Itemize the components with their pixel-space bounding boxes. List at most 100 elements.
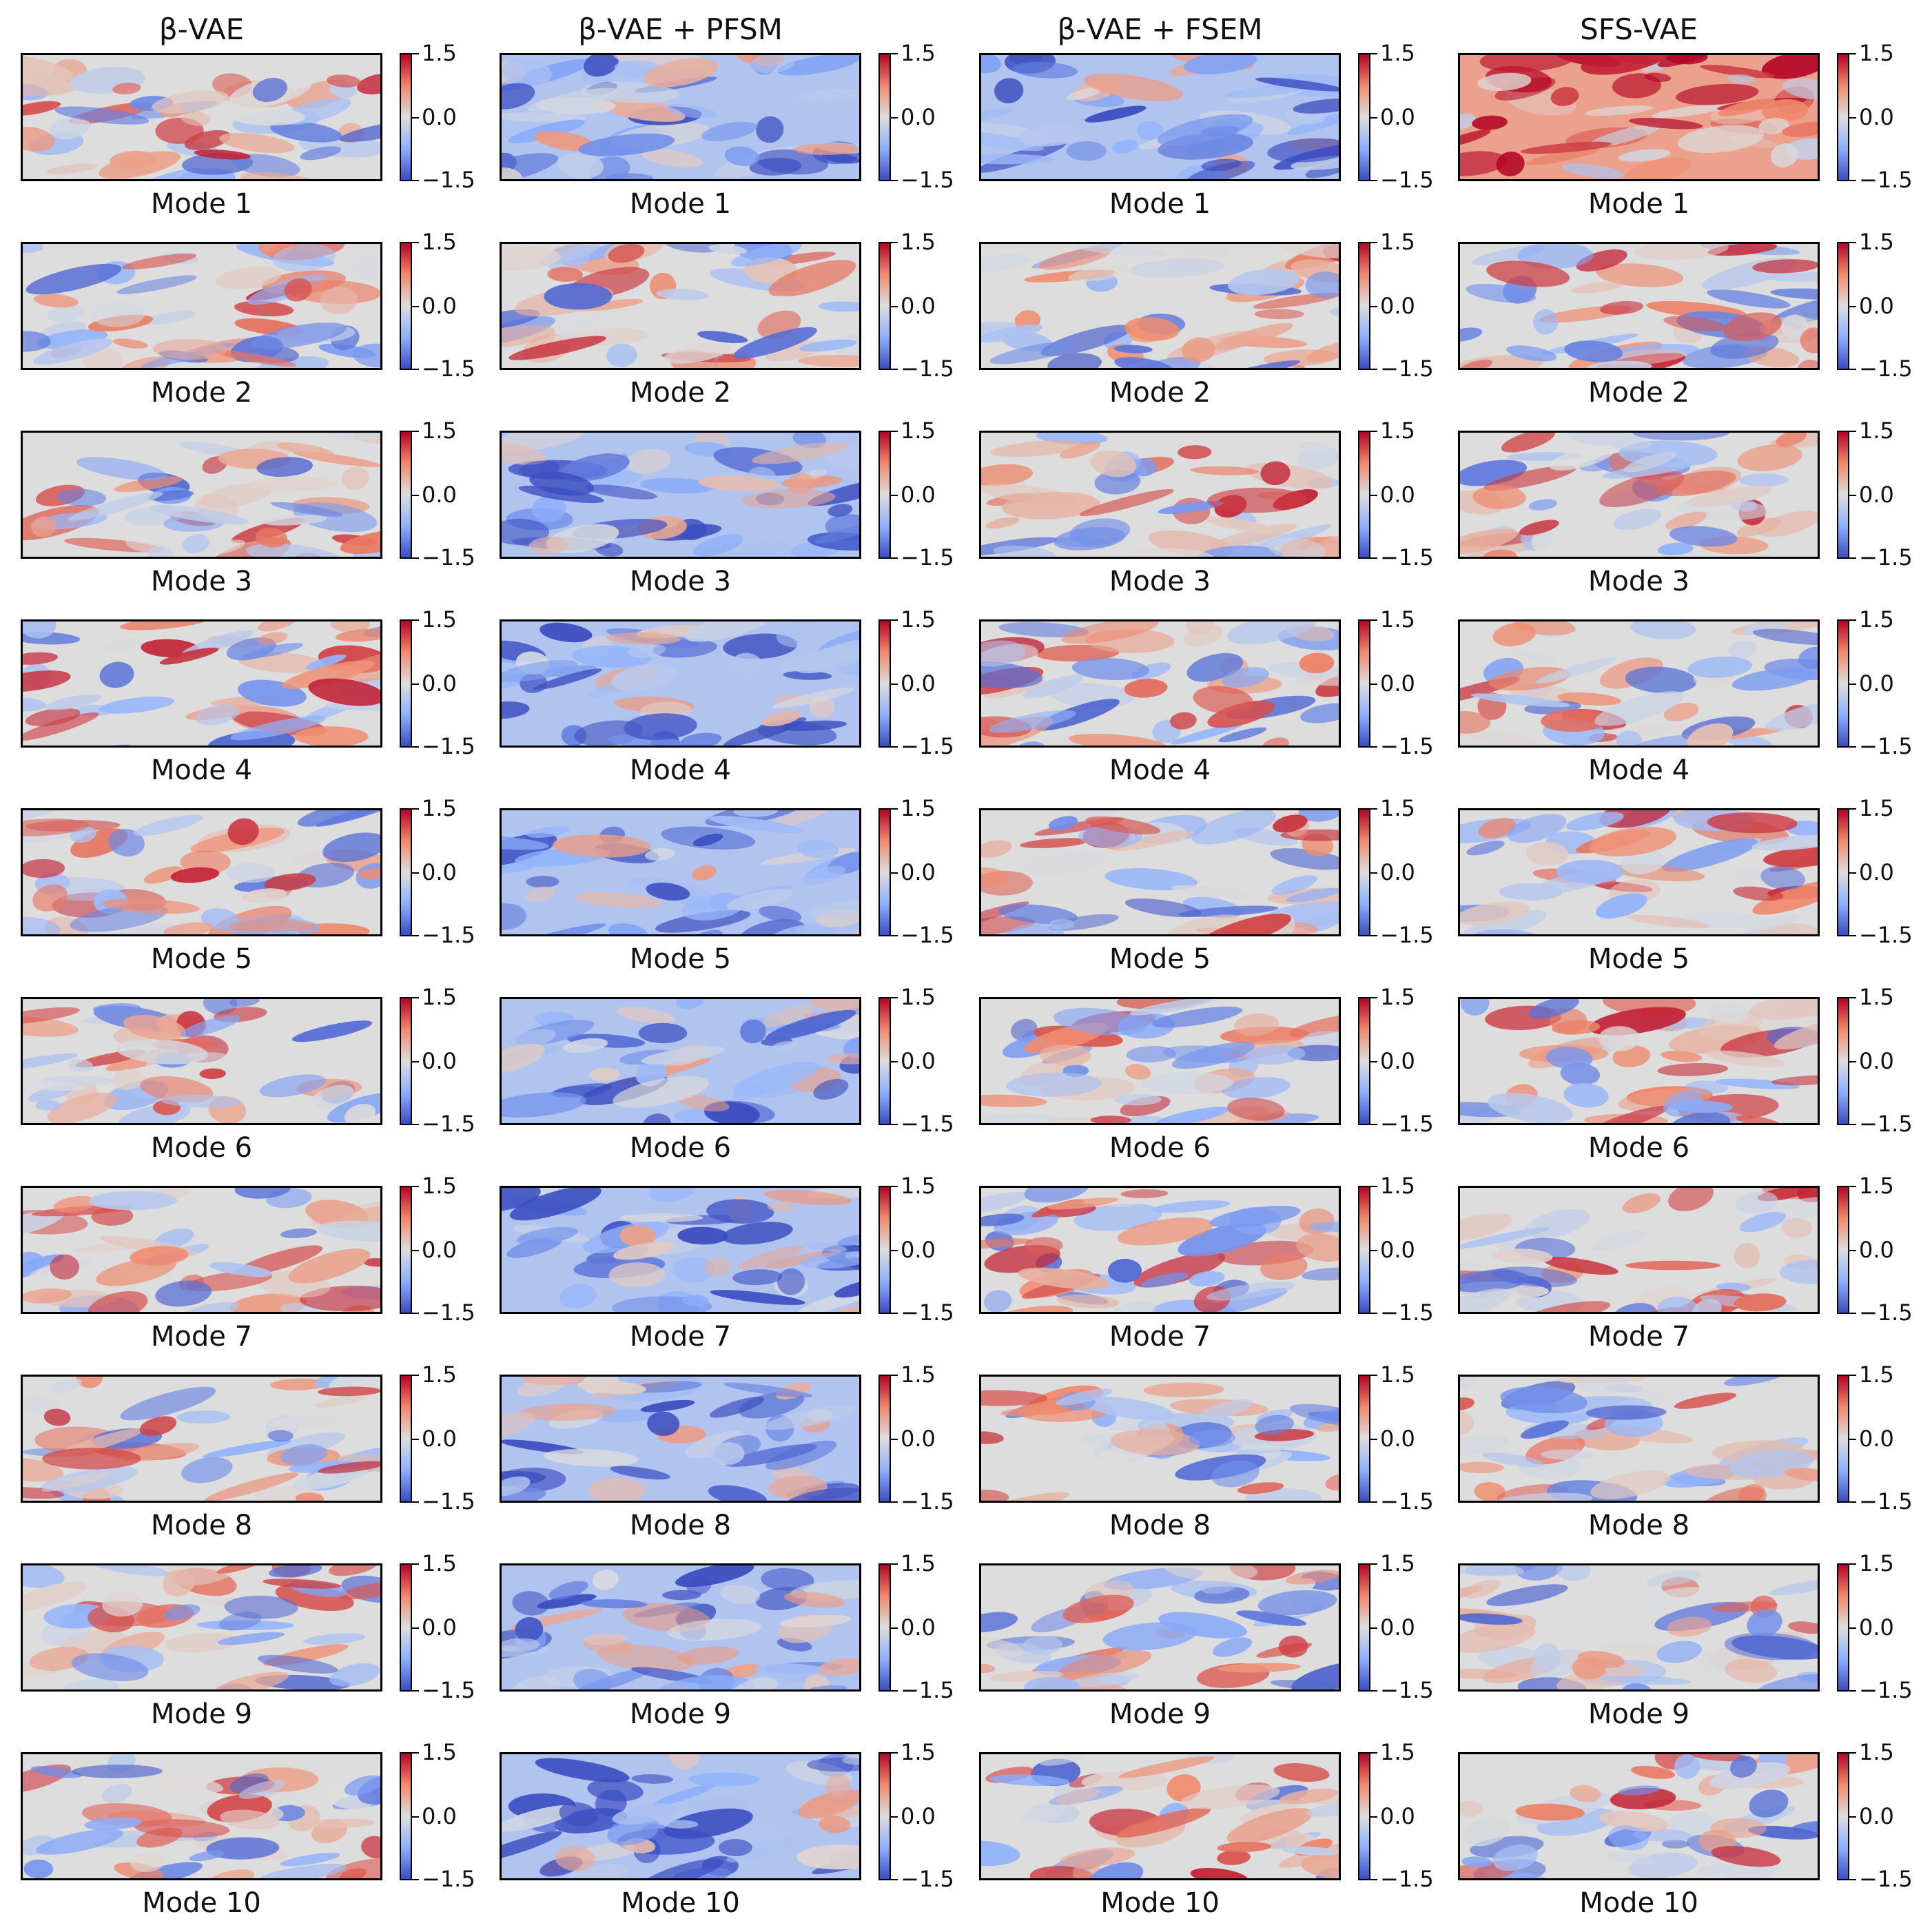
colorbar-tick-label: 0.0: [422, 1426, 457, 1452]
heatmap-field: [21, 619, 382, 748]
field-structure: [259, 1074, 327, 1098]
field-structure: [761, 1568, 814, 1592]
field-structure: [1631, 1765, 1676, 1779]
field-structure: [1556, 1663, 1643, 1689]
colorbar-tick: [1370, 1563, 1377, 1565]
field-structure: [1113, 345, 1153, 353]
colorbar-tick: [1849, 1690, 1856, 1692]
field-structure: [1520, 141, 1612, 154]
field-structure: [327, 74, 361, 88]
field-structure: [353, 343, 380, 368]
heatmap-field: [500, 1752, 861, 1880]
field-structure: [270, 121, 342, 143]
field-structure: [1120, 1189, 1169, 1198]
heatmap-field: [1458, 1186, 1820, 1314]
colorbar-tick: [412, 1563, 419, 1565]
mode-label: Mode 7: [1587, 1321, 1690, 1353]
field-structure: [780, 720, 847, 731]
colorbar: [1837, 242, 1849, 370]
field-structure: [981, 1238, 1033, 1250]
colorbar-tick-label: 0.0: [901, 293, 936, 319]
field-structure: [225, 863, 276, 883]
field-structure: [1687, 656, 1753, 678]
mode-panel: 1.5 0.0 −1.5 Mode 9: [21, 1552, 479, 1740]
field-structure: [1768, 1578, 1818, 1596]
field-structure: [526, 886, 555, 903]
colorbar-tick-label: 0.0: [901, 1237, 936, 1263]
colorbar-tick-label: −1.5: [901, 356, 954, 382]
field-structure: [557, 152, 604, 179]
field-structure: [1206, 516, 1274, 533]
mode-panel: 1.5 0.0 −1.5 Mode 10: [1458, 1741, 1916, 1929]
colorbar-tick-label: −1.5: [901, 167, 954, 193]
field-structure: [102, 1591, 143, 1617]
field-structure: [981, 1213, 1025, 1226]
field-structure: [650, 740, 719, 746]
field-structure: [1073, 244, 1167, 257]
heatmap-field: [500, 242, 861, 370]
colorbar-tick-label: −1.5: [422, 167, 475, 193]
field-structure: [1781, 1218, 1812, 1238]
field-structure: [814, 524, 859, 544]
field-structure: [984, 1290, 1012, 1312]
heatmap-field: [21, 1563, 382, 1692]
field-structure: [733, 810, 778, 817]
colorbar-tick-label: 0.0: [422, 1048, 457, 1074]
field-structure: [981, 1094, 1047, 1107]
colorbar-tick: [1370, 495, 1377, 496]
field-structure: [88, 1191, 177, 1211]
heatmap-svg: [1460, 1754, 1818, 1878]
field-structure: [1542, 1257, 1618, 1275]
field-structure: [1766, 701, 1818, 731]
heatmap-field: [979, 619, 1341, 748]
field-structure: [341, 466, 369, 491]
mode-panel: 1.5 0.0 −1.5 Mode 5: [21, 797, 479, 985]
field-structure: [217, 1632, 285, 1645]
field-structure: [610, 1466, 670, 1480]
field-structure: [807, 1685, 847, 1689]
field-structure: [751, 442, 848, 464]
field-structure: [1585, 105, 1653, 116]
field-structure: [1191, 810, 1276, 845]
field-structure: [552, 834, 651, 858]
heatmap-svg: [502, 55, 859, 179]
colorbar-tick: [412, 1313, 419, 1314]
field-structure: [361, 1836, 380, 1859]
colorbar-tick-label: 0.0: [422, 1614, 457, 1641]
field-structure: [41, 1472, 111, 1492]
field-structure: [993, 545, 1057, 557]
colorbar-tick-label: 0.0: [1380, 482, 1415, 508]
field-structure: [1779, 1260, 1818, 1284]
field-structure: [1572, 1656, 1606, 1680]
field-structure: [329, 1663, 380, 1687]
field-structure: [1647, 1570, 1702, 1587]
colorbar-tick: [1849, 1627, 1856, 1629]
field-structure: [1064, 810, 1122, 823]
colorbar-tick: [891, 306, 898, 307]
field-structure: [1669, 1112, 1731, 1123]
field-structure: [329, 1377, 380, 1395]
field-structure: [989, 340, 1082, 364]
mode-label: Mode 8: [1587, 1510, 1690, 1541]
colorbar-tick-label: 1.5: [1859, 795, 1894, 821]
field-structure: [1623, 157, 1692, 179]
field-structure: [708, 1485, 767, 1501]
field-structure: [35, 1100, 61, 1111]
colorbar-tick-label: 1.5: [901, 1361, 936, 1388]
heatmap-field: [1458, 1563, 1820, 1692]
field-structure: [1571, 281, 1623, 294]
field-structure: [1460, 710, 1491, 734]
field-structure: [1461, 1856, 1492, 1868]
field-structure: [1710, 1818, 1767, 1838]
colorbar-tick-label: 1.5: [422, 1739, 457, 1765]
field-structure: [1129, 999, 1215, 1016]
field-structure: [606, 343, 637, 367]
field-structure: [629, 1381, 702, 1393]
field-structure: [1067, 87, 1103, 101]
field-structure: [23, 101, 61, 116]
colorbar-tick: [891, 369, 898, 370]
colorbar-tick-label: 0.0: [422, 859, 457, 885]
field-structure: [688, 1772, 760, 1787]
mode-label: Mode 8: [1109, 1510, 1211, 1541]
field-structure: [1483, 465, 1576, 491]
